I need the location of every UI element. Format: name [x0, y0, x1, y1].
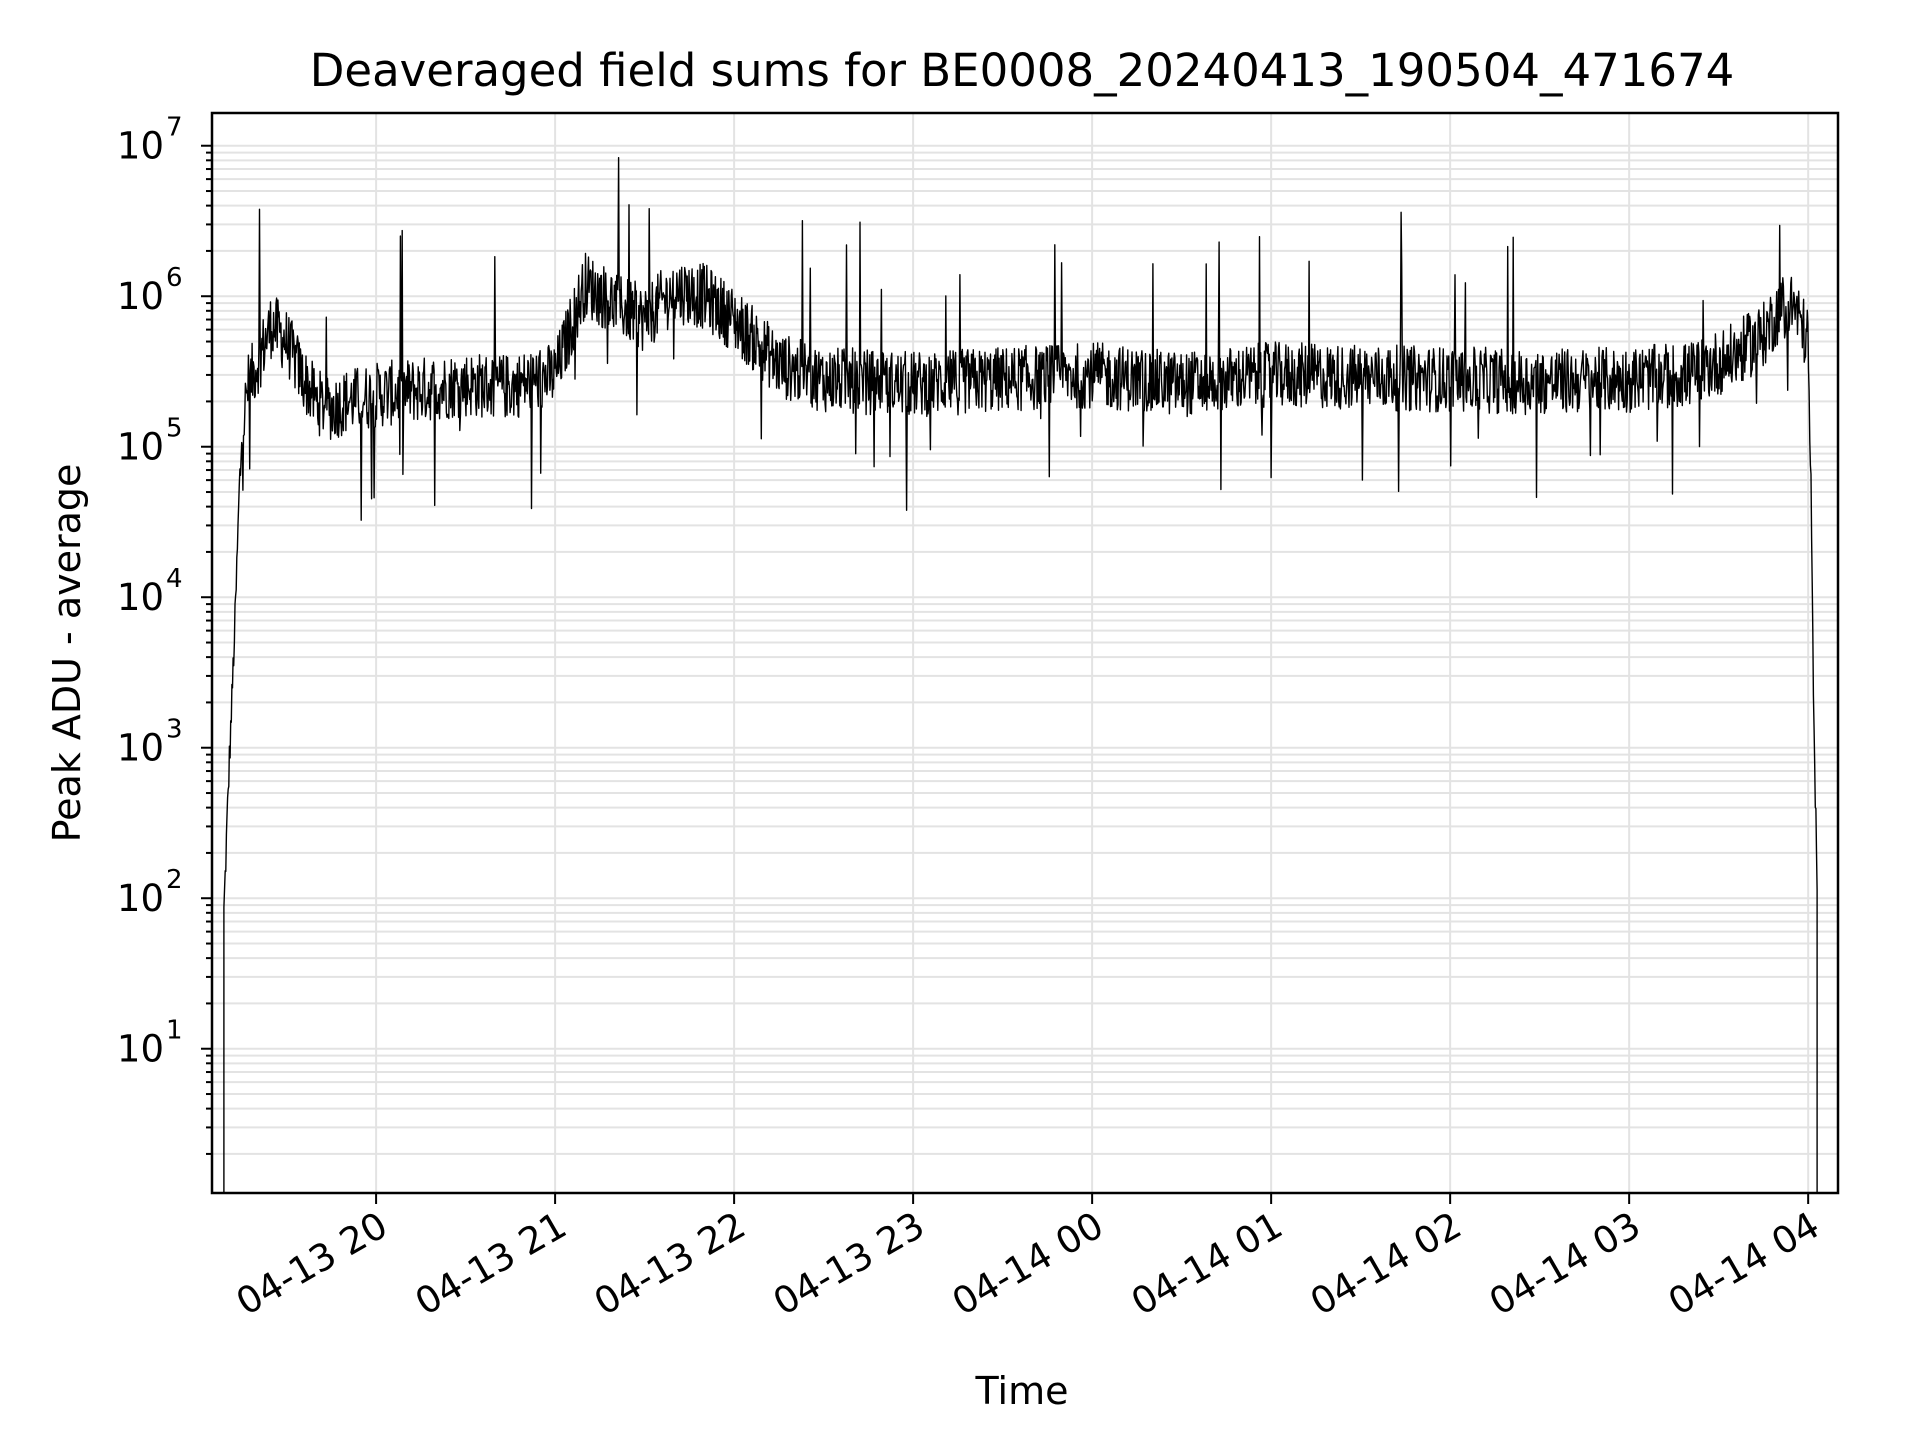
- y-tick-label-base: 10: [117, 1028, 164, 1071]
- y-tick-label-exponent: 2: [166, 865, 183, 895]
- grid: [212, 113, 1838, 1193]
- y-tick-label-exponent: 5: [166, 414, 183, 444]
- y-tick-label: 10: [117, 426, 164, 469]
- y-tick-label-exponent: 3: [166, 715, 183, 745]
- plot-frame: [210, 111, 1840, 1195]
- x-axis-label: Time: [975, 1369, 1069, 1413]
- y-tick-label-exponent: 7: [166, 113, 183, 143]
- y-tick-label-exponent: 6: [166, 263, 183, 293]
- y-tick-label: 10: [117, 727, 164, 770]
- y-tick-label-base: 10: [117, 877, 164, 920]
- y-tick-label: 10: [117, 1028, 164, 1071]
- y-tick-label: 10: [117, 576, 164, 619]
- y-tick-label-exponent: 1: [166, 1016, 183, 1046]
- y-tick-label: 10: [117, 877, 164, 920]
- y-tick-label: 10: [117, 125, 164, 168]
- series-layer: [223, 157, 1818, 1193]
- chart-title: Deaveraged field sums for BE0008_2024041…: [310, 44, 1735, 97]
- y-tick-label-exponent: 4: [166, 564, 183, 594]
- y-tick-label: 10: [117, 275, 164, 318]
- y-tick-label-base: 10: [117, 426, 164, 469]
- series-line: [223, 157, 1818, 1193]
- y-axis-label: Peak ADU - average: [45, 464, 89, 843]
- y-tick-label-base: 10: [117, 576, 164, 619]
- y-tick-label-base: 10: [117, 125, 164, 168]
- y-tick-label-base: 10: [117, 275, 164, 318]
- y-tick-label-base: 10: [117, 727, 164, 770]
